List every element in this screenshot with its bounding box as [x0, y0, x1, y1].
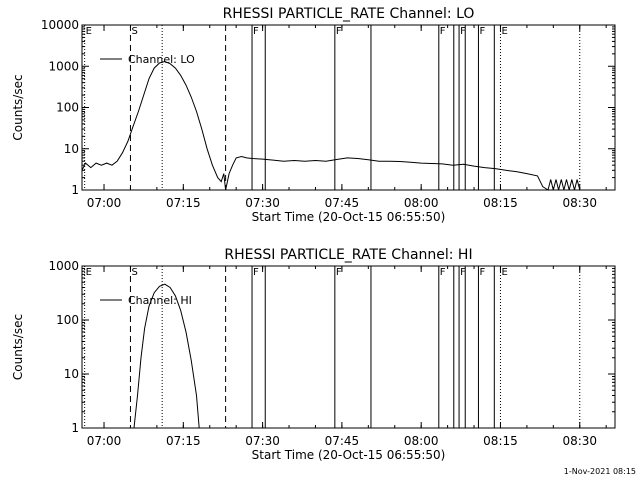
y-tick-label: 10 — [64, 142, 79, 156]
event-marker-label: E — [86, 267, 92, 278]
y-tick-label: 1 — [71, 183, 79, 197]
event-marker-label: S — [131, 267, 137, 278]
x-axis-label: Start Time (20-Oct-15 06:55:50) — [252, 210, 446, 224]
x-tick-label: 07:15 — [166, 196, 201, 210]
x-axis-label: Start Time (20-Oct-15 06:55:50) — [252, 448, 446, 462]
y-tick-label: 100 — [56, 101, 79, 115]
legend-label: Channel: HI — [128, 294, 192, 307]
x-tick-label: 08:30 — [562, 196, 597, 210]
panel-channel-lo: RHESSI PARTICLE_RATE Channel: LO E S F F F F F E… — [11, 6, 616, 224]
y-axis-label: Counts/sec — [11, 74, 25, 140]
x-tick-label: 08:00 — [404, 196, 439, 210]
y-axis-label: Counts/sec — [11, 314, 25, 380]
event-marker-label: F — [336, 267, 342, 278]
x-tick-label: 08:00 — [404, 434, 439, 448]
event-marker-label: F — [336, 26, 342, 37]
y-tick-label: 1000 — [48, 259, 79, 273]
y-tick-label: 10000 — [41, 18, 79, 32]
x-tick-label: 07:45 — [325, 434, 360, 448]
event-marker-label: E — [501, 26, 507, 37]
event-marker-label: E — [501, 267, 507, 278]
event-marker-label: F — [253, 267, 259, 278]
x-tick-label: 07:15 — [166, 434, 201, 448]
plot-frame — [81, 265, 616, 429]
x-tick-label: 07:00 — [87, 196, 122, 210]
event-marker-label: F — [440, 26, 446, 37]
panel-channel-hi: RHESSI PARTICLE_RATE Channel: HI E S F F F F F E… — [11, 247, 616, 462]
y-tick-label: 1000 — [48, 59, 79, 73]
event-marker-label: F — [440, 267, 446, 278]
y-tick-label: 10 — [64, 367, 79, 381]
date-stamp: 1-Nov-2021 08:15 — [564, 467, 636, 476]
x-tick-label: 07:00 — [87, 434, 122, 448]
event-marker-label: E — [86, 26, 92, 37]
event-marker-label: F — [460, 267, 466, 278]
y-tick-label: 100 — [56, 313, 79, 327]
x-tick-label: 08:30 — [562, 434, 597, 448]
event-marker-label: F — [479, 267, 485, 278]
x-tick-label: 08:15 — [483, 434, 518, 448]
x-tick-label: 07:45 — [325, 196, 360, 210]
y-tick-label: 1 — [71, 421, 79, 435]
x-tick-label: 07:30 — [245, 196, 280, 210]
event-marker-label: F — [460, 26, 466, 37]
event-marker-label: F — [479, 26, 485, 37]
series-line — [81, 60, 581, 191]
legend-label: Channel: LO — [128, 53, 195, 66]
x-tick-label: 07:30 — [245, 434, 280, 448]
x-tick-label: 08:15 — [483, 196, 518, 210]
chart-title: RHESSI PARTICLE_RATE Channel: LO — [223, 6, 475, 22]
chart-title: RHESSI PARTICLE_RATE Channel: HI — [224, 247, 472, 263]
event-marker-label: S — [131, 26, 137, 37]
event-marker-label: F — [253, 26, 259, 37]
series-line — [133, 283, 200, 429]
